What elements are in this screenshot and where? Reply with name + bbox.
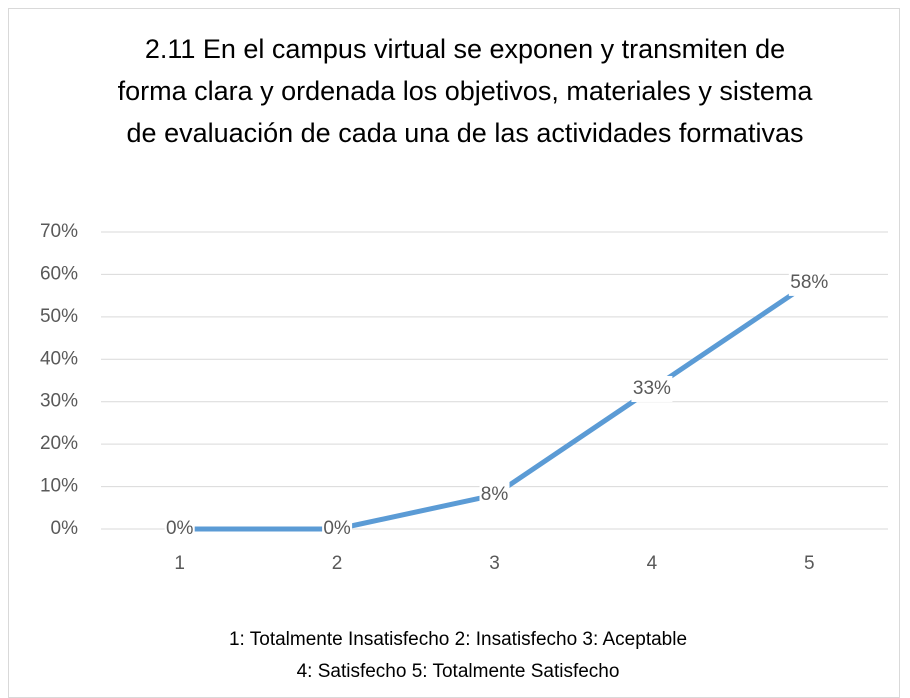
y-tick-label: 40% xyxy=(40,348,78,369)
y-tick-label: 20% xyxy=(40,433,78,454)
data-label: 0% xyxy=(323,518,351,539)
x-tick-label: 4 xyxy=(647,553,658,574)
y-tick-label: 0% xyxy=(51,518,79,539)
data-label-bg xyxy=(322,516,353,542)
data-label: 58% xyxy=(790,272,828,293)
chart-title: 2.11 En el campus virtual se exponen y t… xyxy=(117,34,820,148)
y-tick-label: 60% xyxy=(40,263,78,284)
data-label-bg xyxy=(164,516,195,542)
data-label: 33% xyxy=(633,378,671,399)
data-label-bg xyxy=(479,482,510,509)
x-tick-label: 2 xyxy=(332,553,343,574)
legend-note: 4: Satisfecho 5: Totalmente Satisfecho xyxy=(297,661,620,682)
legend-note: 1: Totalmente Insatisfecho 2: Insatisfec… xyxy=(229,629,687,650)
x-tick-label: 3 xyxy=(489,553,500,574)
data-label-bg xyxy=(631,375,673,402)
x-tick-label: 1 xyxy=(174,553,185,574)
y-tick-label: 50% xyxy=(40,306,78,327)
data-label: 0% xyxy=(166,518,194,539)
y-tick-label: 30% xyxy=(40,391,78,412)
x-tick-label: 5 xyxy=(804,553,815,574)
data-label: 8% xyxy=(481,484,509,505)
data-label-bg xyxy=(788,269,830,296)
y-tick-label: 10% xyxy=(40,476,78,497)
y-tick-label: 70% xyxy=(40,221,78,242)
